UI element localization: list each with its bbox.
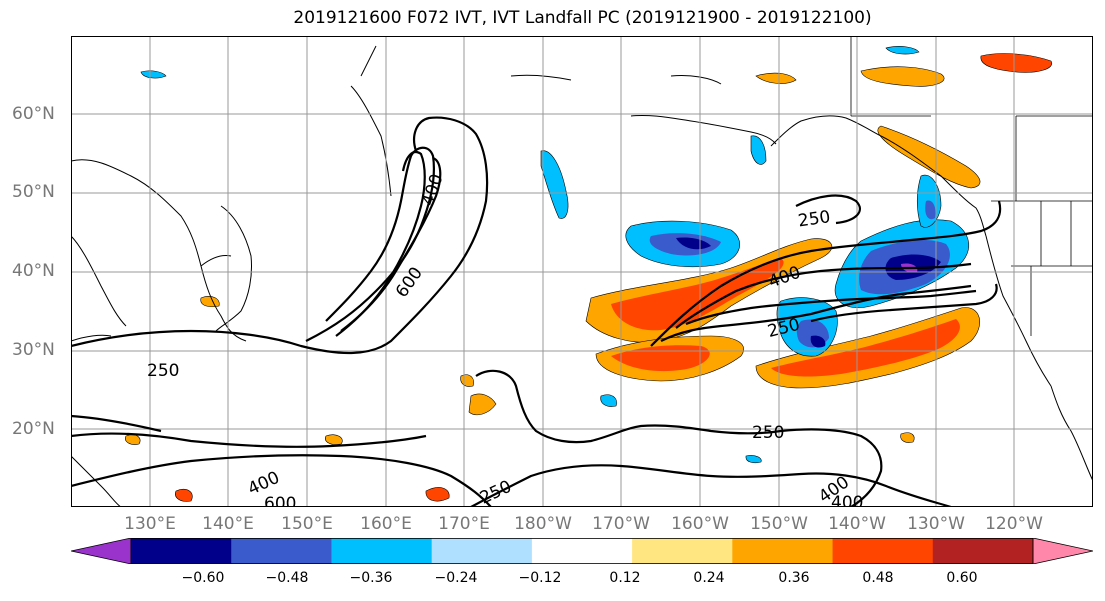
colorbar-segment: [632, 538, 733, 564]
lon-label-150w: 150°W: [750, 514, 808, 534]
lon-label-160w: 160°W: [671, 514, 729, 534]
colorbar-segment: [832, 538, 934, 564]
ivt-map: 400 600 250 250 400 250 250 400 600 250 …: [71, 36, 1093, 507]
colorbar-segment: [131, 538, 232, 564]
colorbar-tick-4: −0.12: [518, 570, 562, 586]
political-boundaries: [850, 36, 1093, 336]
negative-anomaly-shading: [140, 46, 970, 464]
colorbar-tick-7: 0.36: [778, 570, 810, 586]
lon-label-180w: 180°W: [514, 514, 572, 534]
colorbar-tick-2: −0.36: [349, 570, 393, 586]
colorbar-tick-1: −0.48: [265, 570, 309, 586]
colorbar-segment: [231, 538, 332, 564]
contour-label-250-ne: 250: [797, 207, 832, 231]
colorbar-extend-high: [1032, 538, 1093, 564]
colorbar-tick-9: 0.60: [946, 570, 978, 586]
colorbar-tick-5: 0.12: [609, 570, 641, 586]
colorbar-tick-8: 0.48: [862, 570, 894, 586]
lon-label-120w: 120°W: [985, 514, 1043, 534]
lon-label-140w: 140°W: [828, 514, 886, 534]
colorbar-tick-0: −0.60: [181, 570, 225, 586]
colorbar-extend-low: [71, 538, 132, 564]
graticule: [71, 36, 1093, 507]
lon-label-160e: 160°E: [360, 514, 412, 534]
lon-label-170e: 170°E: [438, 514, 490, 534]
lat-label-30: 30°N: [12, 340, 55, 360]
colorbar: [71, 538, 1093, 564]
lon-label-150e: 150°E: [281, 514, 333, 534]
contour-label-250-s: 250: [752, 423, 784, 443]
contour-label-400-se2: 400: [831, 493, 863, 507]
lon-label-130w: 130°W: [907, 514, 965, 534]
colorbar-segment: [331, 538, 433, 564]
colorbar-segment: [732, 538, 834, 564]
lon-label-170w: 170°W: [592, 514, 650, 534]
colorbar-segment: [531, 538, 633, 564]
colorbar-tick-6: 0.24: [693, 570, 725, 586]
colorbar-segment: [431, 538, 533, 564]
map-title: 2019121600 F072 IVT, IVT Landfall PC (20…: [293, 8, 872, 28]
map-frame: [71, 36, 1093, 507]
ivt-contours: [71, 116, 1002, 507]
colorbar-segments: [71, 538, 1093, 564]
contour-label-600-sw: 600: [264, 494, 296, 507]
lon-label-140e: 140°E: [202, 514, 254, 534]
contour-label-250-w: 250: [147, 361, 179, 381]
lat-label-40: 40°N: [12, 261, 55, 281]
colorbar-outline: [130, 538, 1034, 564]
lat-label-50: 50°N: [12, 182, 55, 202]
colorbar-segment: [932, 538, 1034, 564]
colorbar-tick-3: −0.24: [434, 570, 478, 586]
lat-label-20: 20°N: [12, 419, 55, 439]
coastlines: [71, 45, 1093, 507]
lat-label-60: 60°N: [12, 104, 55, 124]
lon-label-130e: 130°E: [124, 514, 176, 534]
